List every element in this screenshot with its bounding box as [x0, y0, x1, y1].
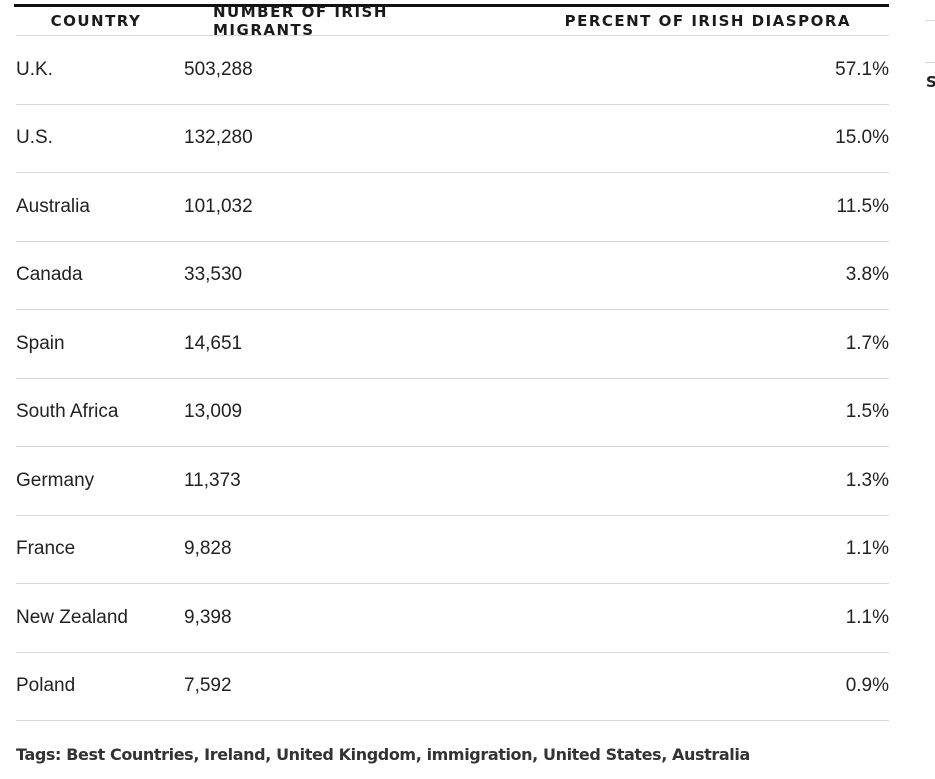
cell-number: 101,032	[184, 195, 253, 217]
header-number-of-migrants: NUMBER OF IRISH MIGRANTS	[213, 3, 388, 39]
cell-number: 14,651	[184, 332, 243, 354]
cell-percent: 1.1%	[845, 538, 889, 560]
cell-percent: 1.7%	[845, 332, 889, 354]
tags-line: Tags: Best Countries, Ireland, United Ki…	[16, 745, 750, 764]
cell-number: 11,373	[184, 469, 241, 491]
header-country: COUNTRY	[50, 12, 142, 30]
cell-number: 7,592	[184, 675, 232, 697]
table-row: Canada 33,530 3.8%	[16, 242, 889, 310]
cell-country: France	[16, 538, 76, 560]
tag-link[interactable]: United States	[543, 745, 662, 764]
table-row: New Zealand 9,398 1.1%	[16, 584, 889, 653]
cell-country: Germany	[16, 469, 95, 491]
cell-number: 132,280	[184, 127, 253, 149]
cell-percent: 57.1%	[835, 58, 889, 80]
cell-country: Canada	[16, 264, 83, 286]
table-header-row: COUNTRY NUMBER OF IRISH MIGRANTS PERCENT…	[16, 3, 889, 39]
migrants-table: COUNTRY NUMBER OF IRISH MIGRANTS PERCENT…	[14, 3, 889, 721]
table-row: Spain 14,651 1.7%	[16, 310, 889, 379]
tag-link[interactable]: Ireland	[204, 745, 266, 764]
cell-number: 9,828	[184, 538, 232, 560]
table-row: Germany 11,373 1.3%	[16, 447, 889, 516]
cell-number: 33,530	[184, 264, 243, 286]
tag-link[interactable]: Australia	[672, 745, 750, 764]
cell-number: 503,288	[184, 58, 253, 80]
table-row: South Africa 13,009 1.5%	[16, 379, 889, 447]
table-row: France 9,828 1.1%	[16, 516, 889, 584]
tag-link[interactable]: United Kingdom	[276, 745, 416, 764]
sidebar-divider	[925, 20, 935, 21]
cell-number: 9,398	[184, 606, 232, 628]
tags-label: Tags:	[16, 745, 62, 764]
sidebar-divider	[925, 62, 935, 63]
cell-country: U.K.	[16, 58, 53, 80]
tag-link[interactable]: immigration	[426, 745, 533, 764]
cell-percent: 1.5%	[845, 401, 889, 423]
cell-percent: 3.8%	[845, 264, 889, 286]
cell-percent: 0.9%	[845, 675, 889, 697]
table-row: U.K. 503,288 57.1%	[16, 36, 889, 105]
cell-percent: 11.5%	[836, 195, 889, 217]
table-top-rule	[14, 4, 889, 7]
cell-country: South Africa	[16, 401, 119, 423]
header-percent-of-diaspora: PERCENT OF IRISH DIASPORA	[564, 12, 851, 30]
cell-percent: 1.1%	[845, 606, 889, 628]
cell-country: New Zealand	[16, 606, 128, 628]
cell-country: Spain	[16, 332, 65, 354]
cell-percent: 1.3%	[845, 469, 889, 491]
table-row: Australia 101,032 11.5%	[16, 173, 889, 242]
cell-country: Australia	[16, 195, 90, 217]
tag-link[interactable]: Best Countries	[66, 745, 194, 764]
cell-number: 13,009	[184, 401, 243, 423]
table-row: Poland 7,592 0.9%	[16, 653, 889, 721]
cell-country: Poland	[16, 675, 76, 697]
sidebar-cropped-text: S	[926, 73, 935, 91]
cell-percent: 15.0%	[835, 127, 889, 149]
table-row: U.S. 132,280 15.0%	[16, 105, 889, 173]
cell-country: U.S.	[16, 127, 53, 149]
